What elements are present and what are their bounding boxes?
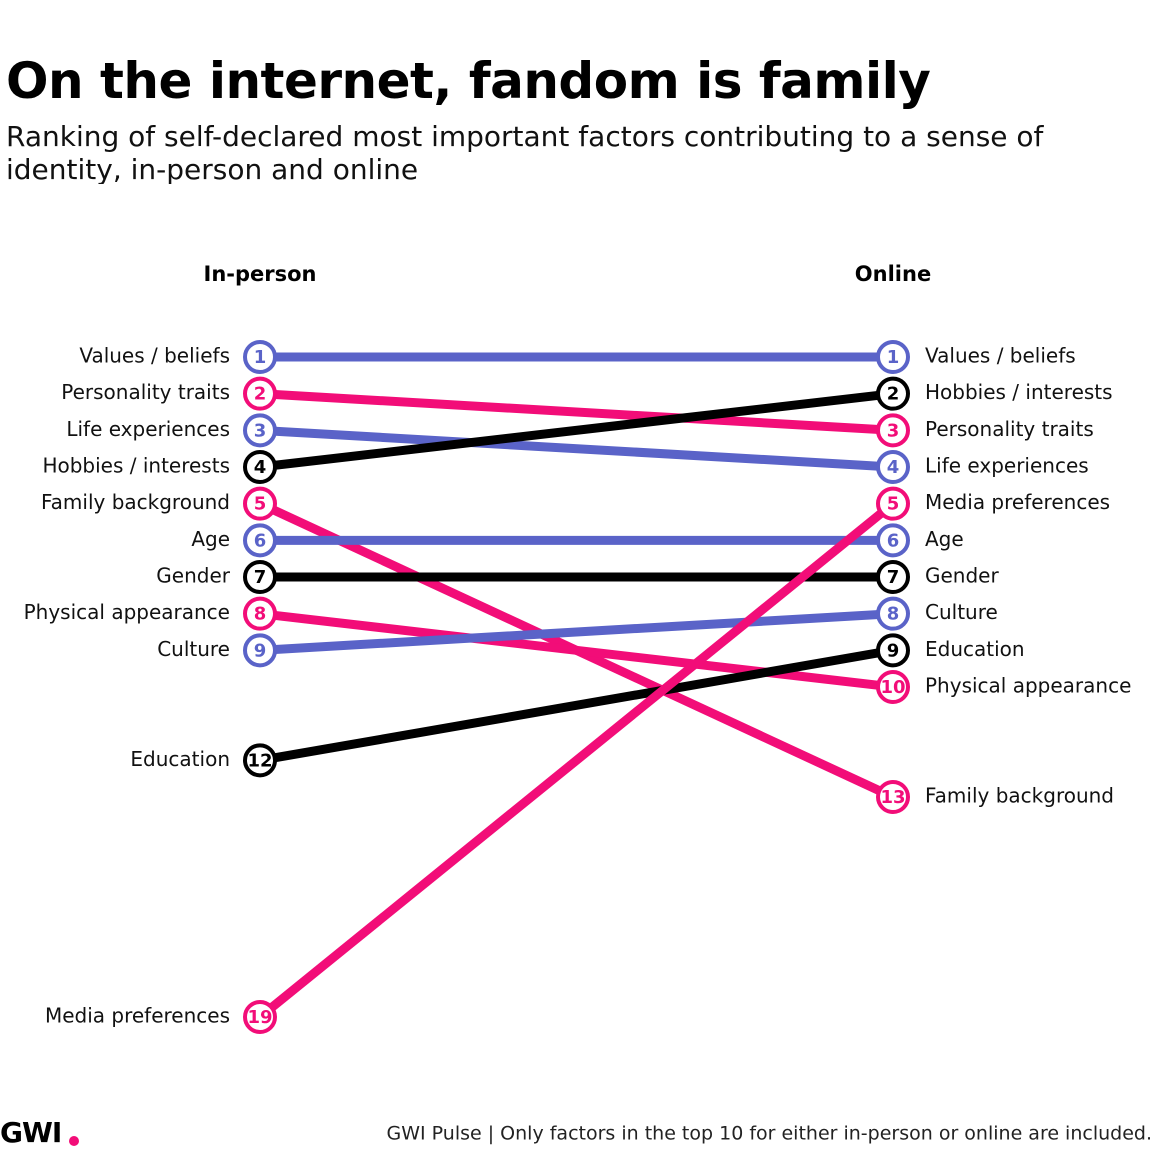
- factor-label: Physical appearance: [925, 674, 1131, 698]
- rank-marker: [876, 523, 910, 558]
- factor-label: Hobbies / interests: [42, 454, 230, 478]
- rank-label: 13: [880, 787, 905, 808]
- factor-label: Age: [191, 527, 230, 551]
- rank-label: 9: [887, 640, 900, 661]
- slope-line: [259, 389, 894, 472]
- rank-marker: [243, 523, 277, 558]
- rank-label: 7: [254, 567, 267, 588]
- factor-label: Life experiences: [66, 417, 230, 441]
- rank-label: 1: [254, 347, 267, 368]
- rank-marker: [243, 450, 277, 484]
- factor-label: Family background: [925, 784, 1114, 808]
- rank-label: 10: [880, 677, 905, 698]
- rank-marker: [243, 560, 277, 594]
- logo-dot: [69, 1136, 79, 1146]
- column-header: In-person: [204, 262, 317, 286]
- rank-marker: [876, 340, 910, 374]
- factor-label: Family background: [41, 490, 230, 514]
- rank-marker: [876, 633, 910, 668]
- rank-marker: [243, 413, 277, 448]
- rank-label: 2: [254, 384, 267, 405]
- lines: [257, 352, 896, 1021]
- rank-marker: [876, 413, 910, 448]
- rank-label: 6: [254, 530, 267, 551]
- factor-label: Personality traits: [925, 417, 1094, 441]
- rank-marker: [876, 486, 910, 521]
- factor-label: Values / beliefs: [925, 344, 1076, 368]
- factor-label: Media preferences: [925, 490, 1110, 514]
- factor-label: Age: [925, 527, 964, 551]
- rank-marker: [876, 670, 910, 704]
- rank-marker: [243, 1000, 277, 1034]
- rank-marker: [876, 596, 910, 631]
- factor-label: Physical appearance: [24, 600, 230, 624]
- factor-label: Media preferences: [45, 1004, 230, 1028]
- factor-label: Education: [130, 747, 230, 771]
- factor-label: Life experiences: [925, 454, 1089, 478]
- rank-marker: [876, 376, 910, 411]
- factor-label: Education: [925, 637, 1025, 661]
- rank-label: 3: [887, 420, 900, 441]
- rank-label: 1: [887, 347, 900, 368]
- rank-marker: [243, 743, 277, 778]
- rank-label: 2: [887, 384, 900, 405]
- rank-marker: [243, 486, 277, 521]
- rank-marker: [876, 780, 910, 814]
- rank-marker: [243, 340, 277, 374]
- slope-line: [259, 425, 894, 472]
- rank-label: 4: [254, 457, 267, 478]
- rank-label: 7: [887, 567, 900, 588]
- labels: Values / beliefs Values / beliefs Personal…: [24, 344, 1132, 1028]
- rank-label: 8: [254, 604, 267, 625]
- rank-label: 19: [247, 1007, 272, 1028]
- factor-label: Gender: [925, 564, 999, 588]
- rank-label: 9: [254, 640, 267, 661]
- slope-line: [257, 500, 896, 1021]
- slope-line: [259, 389, 894, 435]
- rank-label: 6: [887, 530, 900, 551]
- rank-label: 4: [887, 457, 900, 478]
- rank-marker: [876, 560, 910, 594]
- chart-subtitle: Ranking of self-declared most important …: [6, 120, 1044, 184]
- slope-line: [259, 609, 894, 692]
- factor-label: Gender: [156, 564, 230, 588]
- rank-label: 12: [247, 750, 272, 771]
- factor-label: Culture: [157, 637, 230, 661]
- rank-label: 3: [254, 420, 267, 441]
- rank-label: 5: [887, 494, 900, 515]
- chart-title: On the internet, fandom is family: [6, 52, 931, 110]
- source-note: GWI Pulse | Only factors in the top 10 f…: [387, 1123, 1152, 1145]
- rank-marker: [243, 376, 277, 411]
- rank-marker: [243, 596, 277, 631]
- rank-label: 5: [254, 494, 267, 515]
- slope-line: [259, 609, 894, 655]
- rank-marker: [876, 450, 910, 484]
- factor-label: Values / beliefs: [79, 344, 230, 368]
- slope-line: [259, 645, 894, 765]
- rank-label: 8: [887, 604, 900, 625]
- logo: GWI: [0, 1116, 61, 1149]
- factor-label: Culture: [925, 600, 998, 624]
- factor-label: Hobbies / interests: [925, 380, 1113, 404]
- column-header: Online: [855, 262, 931, 286]
- rank-marker: [243, 633, 277, 668]
- factor-label: Personality traits: [61, 380, 230, 404]
